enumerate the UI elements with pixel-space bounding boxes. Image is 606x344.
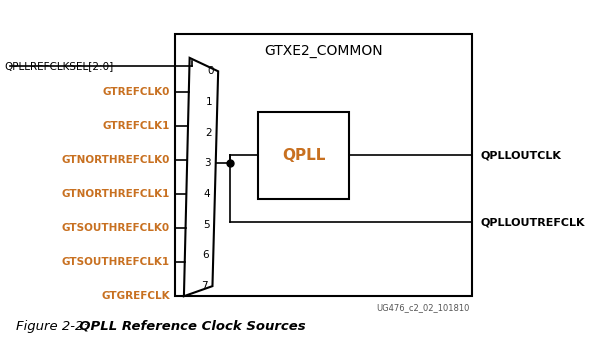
Text: 2: 2 [205,128,212,138]
Text: GTREFCLK0: GTREFCLK0 [102,87,170,97]
Text: QPLLOUTREFCLK: QPLLOUTREFCLK [481,217,585,227]
Polygon shape [184,58,218,296]
Text: GTREFCLK1: GTREFCLK1 [102,121,170,131]
Text: QPLLREFCLKSEL[2:0]: QPLLREFCLKSEL[2:0] [4,61,113,71]
Text: QPLLOUTCLK: QPLLOUTCLK [481,150,562,160]
Text: 3: 3 [205,158,211,168]
Text: 1: 1 [206,97,213,107]
Text: GTXE2_COMMON: GTXE2_COMMON [264,44,383,58]
Text: 0: 0 [207,66,213,76]
Text: GTSOUTHREFCLK1: GTSOUTHREFCLK1 [62,257,170,267]
Text: GTGREFCLK: GTGREFCLK [101,291,170,301]
Text: QPLL Reference Clock Sources: QPLL Reference Clock Sources [70,320,305,333]
Text: GTNORTHREFCLK0: GTNORTHREFCLK0 [61,155,170,165]
Text: 4: 4 [204,189,210,199]
Text: GTNORTHREFCLK1: GTNORTHREFCLK1 [61,189,170,199]
Text: GTSOUTHREFCLK0: GTSOUTHREFCLK0 [62,223,170,233]
Text: 6: 6 [202,250,208,260]
Text: Figure 2-2:: Figure 2-2: [16,320,87,333]
Text: 5: 5 [203,220,210,230]
Bar [175,34,472,296]
Bar [258,111,350,199]
Text: 7: 7 [201,281,208,291]
Text: UG476_c2_02_101810: UG476_c2_02_101810 [376,303,469,312]
Text: QPLL: QPLL [282,148,325,163]
